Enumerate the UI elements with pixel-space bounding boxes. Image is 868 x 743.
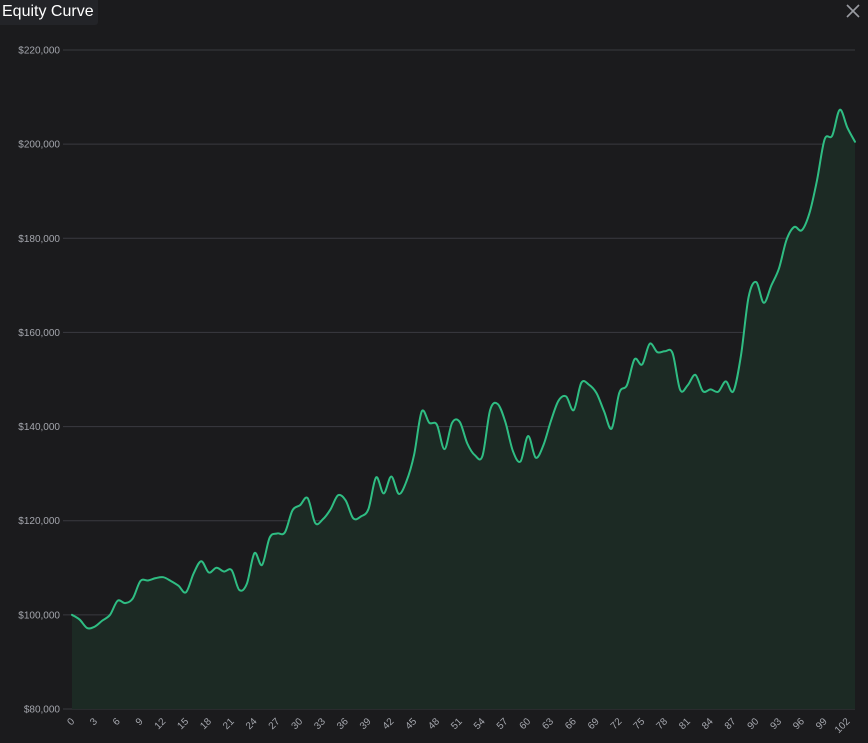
x-tick-label: 99: [814, 716, 830, 732]
x-axis-tick-labels: 0 3 6 9 12 15 18 21 24 27 30 33 36 39 42 45 48 51 54 57 60 63…: [65, 716, 852, 736]
y-tick-label: $160,000: [18, 328, 60, 339]
x-tick-label: 0: [65, 716, 77, 728]
x-tick-label: 45: [404, 716, 420, 732]
x-tick-label: 27: [267, 716, 283, 732]
x-tick-label: 39: [358, 716, 374, 732]
close-icon: [846, 4, 860, 18]
area-fill-layer: [72, 109, 855, 710]
y-tick-label: $120,000: [18, 516, 60, 527]
x-tick-label: 75: [632, 716, 648, 732]
y-tick-label: $180,000: [18, 234, 60, 245]
y-tick-label: $220,000: [18, 46, 60, 57]
x-tick-label: 18: [198, 716, 214, 732]
y-tick-label: $80,000: [24, 705, 61, 716]
x-tick-label: 96: [791, 716, 807, 732]
equity-line: [71, 108, 856, 630]
y-tick-label: $140,000: [18, 422, 60, 433]
x-tick-label: 9: [134, 716, 146, 728]
x-tick-label: 12: [153, 716, 169, 732]
x-tick-label: 69: [586, 716, 602, 732]
y-tick-label: $100,000: [18, 610, 60, 621]
equity-area-fill: [72, 109, 855, 710]
x-tick-label: 6: [111, 716, 123, 728]
x-tick-label: 78: [654, 716, 670, 732]
x-tick-label: 87: [723, 716, 739, 732]
close-button[interactable]: [844, 2, 862, 20]
equity-line-layer: [71, 108, 856, 630]
y-axis-tick-labels: $80,000 $100,000 $120,000 $140,000 $160,000 $…: [18, 46, 60, 716]
x-tick-label: 84: [700, 716, 716, 732]
x-tick-label: 21: [221, 716, 237, 732]
x-tick-label: 15: [176, 716, 192, 732]
x-tick-label: 81: [677, 716, 693, 732]
x-tick-label: 42: [381, 716, 397, 732]
chart-title: Equity Curve: [0, 0, 98, 25]
x-tick-label: 57: [495, 716, 511, 732]
x-tick-label: 90: [746, 716, 762, 732]
x-tick-label: 93: [768, 716, 784, 732]
x-tick-label: 60: [518, 716, 534, 732]
x-tick-label: 48: [426, 716, 442, 732]
x-tick-label: 63: [540, 716, 556, 732]
y-tick-label: $200,000: [18, 140, 60, 151]
x-tick-label: 54: [472, 716, 488, 732]
x-tick-label: 30: [290, 716, 306, 732]
x-tick-label: 24: [244, 716, 260, 732]
x-tick-label: 33: [312, 716, 328, 732]
x-tick-label: 102: [833, 716, 853, 736]
x-tick-label: 72: [609, 716, 625, 732]
x-tick-label: 51: [449, 716, 465, 732]
x-tick-label: 36: [335, 716, 351, 732]
x-tick-label: 3: [88, 716, 100, 728]
x-tick-label: 66: [563, 716, 579, 732]
